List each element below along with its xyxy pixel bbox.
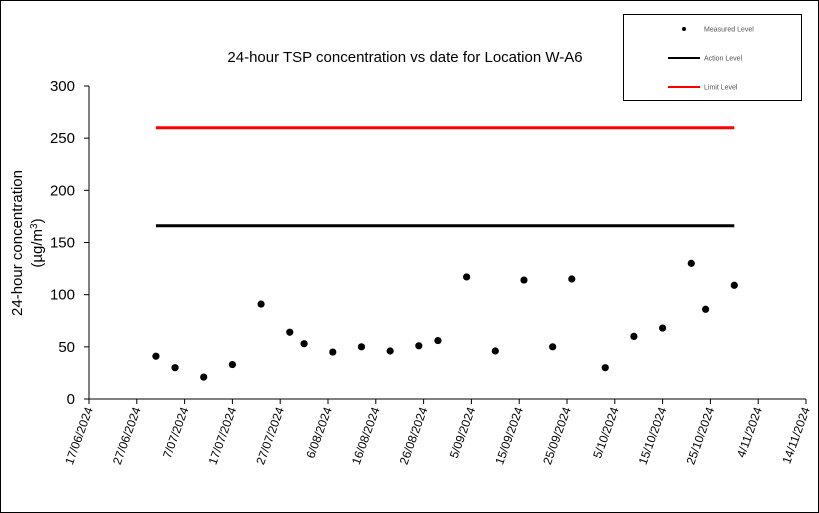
x-tick-label: 15/09/2024	[492, 405, 526, 467]
data-point	[702, 305, 710, 313]
data-point	[228, 360, 236, 369]
legend-label-action-level: Action Level	[704, 56, 743, 63]
data-point	[286, 328, 294, 336]
x-tick-label: 4/11/2024	[734, 405, 765, 459]
data-point	[601, 364, 609, 372]
data-point	[152, 352, 160, 360]
axes: 0 50 100 150 200 250 300 17/06/2024 27/06/2024 7/…	[50, 78, 813, 466]
y-axis-unit-prefix: (µg/m	[29, 229, 46, 268]
data-point	[357, 343, 366, 351]
x-tick-label: 17/06/2024	[62, 405, 96, 467]
legend: Measured Level Action Level Limit Level	[623, 14, 802, 101]
x-tick-label: 17/07/2024	[206, 405, 240, 467]
y-axis-unit-sup: 3	[29, 223, 40, 229]
data-point	[491, 347, 499, 355]
data-point	[568, 275, 576, 283]
x-tick-label: 25/10/2024	[684, 405, 718, 467]
x-tick-label: 5/09/2024	[447, 405, 479, 460]
data-point	[200, 373, 208, 381]
data-point	[300, 340, 308, 348]
x-tick-label: 27/06/2024	[110, 405, 144, 467]
y-tick-label: 50	[58, 339, 75, 356]
data-point	[549, 343, 557, 351]
x-tick-label: 6/08/2024	[303, 405, 335, 460]
data-point	[730, 281, 738, 289]
y-tick-label: 0	[67, 391, 75, 408]
y-tick-label: 250	[50, 130, 75, 147]
x-tick-label: 14/11/2024	[779, 405, 813, 466]
x-tick-label: 27/07/2024	[253, 405, 287, 467]
x-tick-label: 15/10/2024	[636, 405, 670, 467]
data-point	[386, 347, 394, 355]
y-tick-label: 150	[50, 235, 75, 252]
x-tick-label: 25/09/2024	[540, 405, 574, 467]
data-points	[152, 259, 738, 381]
x-tick-label: 26/08/2024	[397, 405, 431, 467]
y-tick-label: 300	[50, 78, 75, 95]
chart-title: 24-hour TSP concentration vs date for Lo…	[227, 49, 582, 66]
data-point	[171, 364, 179, 372]
data-point	[415, 342, 423, 350]
x-tick-label: 7/07/2024	[160, 405, 192, 460]
x-tick-label: 16/08/2024	[349, 405, 383, 467]
data-point	[630, 332, 638, 340]
legend-box	[623, 14, 802, 101]
data-point	[687, 259, 695, 267]
y-tick-label: 100	[50, 287, 75, 304]
data-point	[434, 336, 442, 345]
data-point	[463, 273, 471, 281]
y-axis-label-group: 24-hour concentration (µg/m3)	[9, 170, 46, 316]
y-axis-unit-suffix: )	[29, 218, 46, 223]
reference-lines	[155, 126, 735, 228]
x-tick-label: 5/10/2024	[590, 405, 622, 460]
data-point	[329, 348, 337, 356]
data-point	[520, 276, 528, 284]
y-axis-unit: (µg/m3)	[29, 218, 47, 267]
legend-label-measured-level: Measured Level	[704, 27, 754, 34]
data-point	[257, 300, 265, 308]
legend-swatch-measured-level	[682, 27, 686, 31]
y-axis-label: 24-hour concentration	[9, 170, 26, 316]
y-tick-label: 200	[50, 182, 75, 199]
data-point	[659, 324, 667, 332]
legend-label-limit-level: Limit Level	[704, 85, 738, 92]
